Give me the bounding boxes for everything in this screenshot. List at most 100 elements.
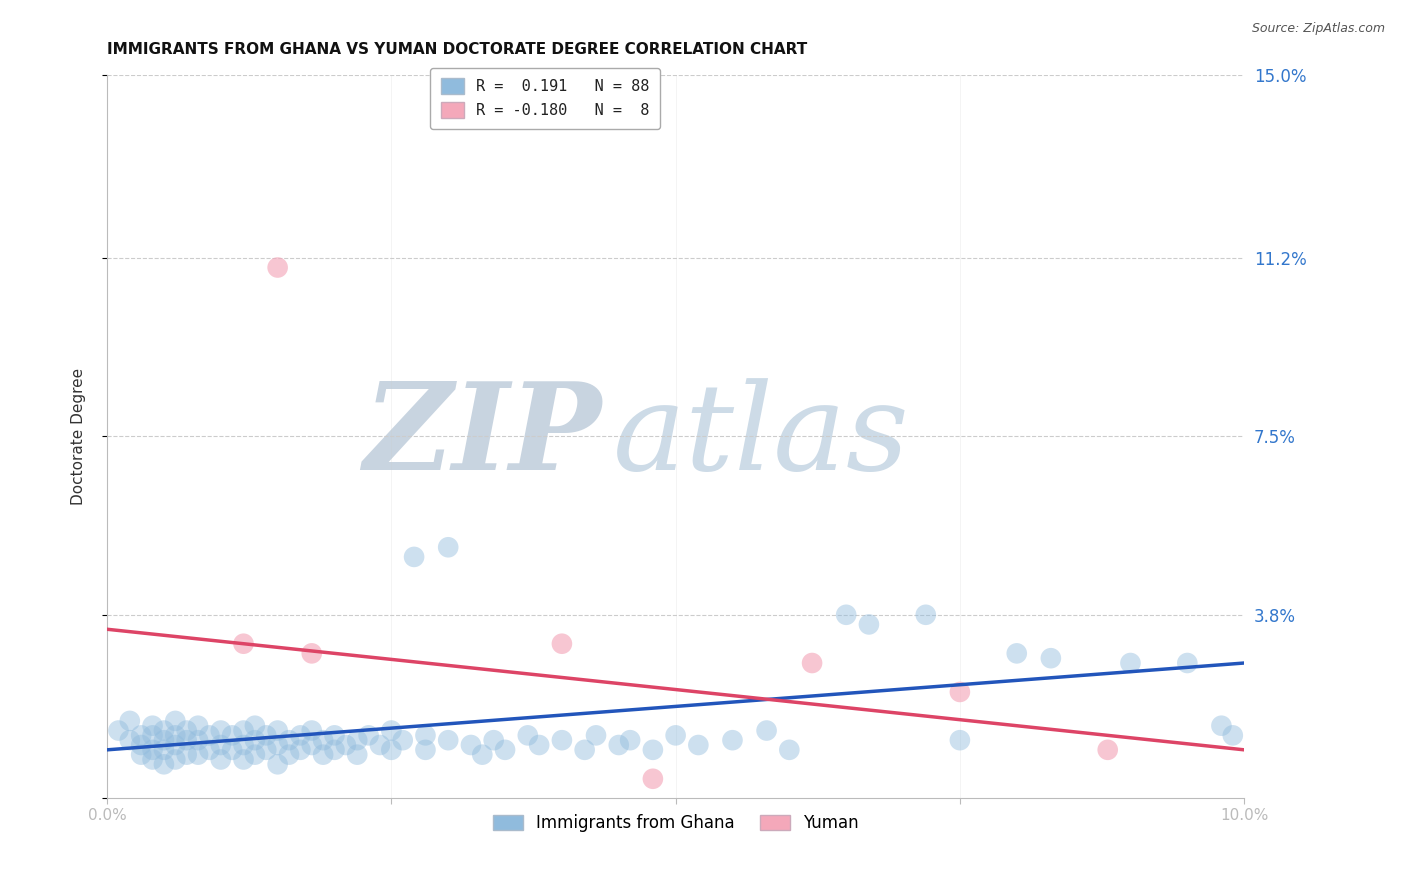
- Point: [266, 738, 288, 752]
- Point: [266, 260, 288, 275]
- Point: [607, 738, 630, 752]
- Point: [949, 733, 972, 747]
- Point: [323, 728, 346, 742]
- Point: [129, 728, 152, 742]
- Point: [1222, 728, 1244, 742]
- Point: [187, 747, 209, 762]
- Point: [209, 738, 232, 752]
- Point: [142, 743, 165, 757]
- Point: [209, 723, 232, 738]
- Point: [187, 719, 209, 733]
- Point: [232, 738, 254, 752]
- Point: [721, 733, 744, 747]
- Point: [243, 733, 266, 747]
- Point: [688, 738, 710, 752]
- Point: [494, 743, 516, 757]
- Point: [290, 728, 312, 742]
- Point: [801, 656, 824, 670]
- Text: IMMIGRANTS FROM GHANA VS YUMAN DOCTORATE DEGREE CORRELATION CHART: IMMIGRANTS FROM GHANA VS YUMAN DOCTORATE…: [107, 42, 807, 57]
- Point: [176, 723, 198, 738]
- Point: [471, 747, 494, 762]
- Point: [301, 723, 323, 738]
- Point: [142, 752, 165, 766]
- Point: [198, 743, 221, 757]
- Point: [232, 637, 254, 651]
- Point: [232, 723, 254, 738]
- Point: [165, 728, 187, 742]
- Point: [415, 743, 437, 757]
- Point: [1119, 656, 1142, 670]
- Point: [129, 738, 152, 752]
- Point: [1039, 651, 1062, 665]
- Point: [641, 743, 664, 757]
- Point: [665, 728, 688, 742]
- Point: [551, 637, 574, 651]
- Point: [1211, 719, 1233, 733]
- Point: [118, 733, 141, 747]
- Point: [266, 723, 288, 738]
- Point: [187, 733, 209, 747]
- Point: [142, 719, 165, 733]
- Point: [243, 747, 266, 762]
- Point: [1097, 743, 1119, 757]
- Point: [858, 617, 880, 632]
- Point: [278, 747, 301, 762]
- Point: [1005, 646, 1028, 660]
- Point: [335, 738, 357, 752]
- Point: [460, 738, 482, 752]
- Point: [368, 738, 391, 752]
- Point: [232, 752, 254, 766]
- Point: [755, 723, 778, 738]
- Point: [153, 733, 176, 747]
- Point: [574, 743, 596, 757]
- Point: [118, 714, 141, 728]
- Point: [243, 719, 266, 733]
- Point: [380, 743, 402, 757]
- Point: [778, 743, 800, 757]
- Point: [278, 733, 301, 747]
- Y-axis label: Doctorate Degree: Doctorate Degree: [72, 368, 86, 505]
- Point: [619, 733, 641, 747]
- Point: [254, 743, 277, 757]
- Point: [415, 728, 437, 742]
- Point: [516, 728, 538, 742]
- Point: [142, 728, 165, 742]
- Point: [1175, 656, 1198, 670]
- Text: atlas: atlas: [613, 377, 910, 495]
- Point: [301, 646, 323, 660]
- Point: [437, 733, 460, 747]
- Point: [551, 733, 574, 747]
- Point: [209, 752, 232, 766]
- Point: [585, 728, 607, 742]
- Point: [323, 743, 346, 757]
- Point: [221, 728, 243, 742]
- Point: [165, 738, 187, 752]
- Point: [290, 743, 312, 757]
- Point: [437, 541, 460, 555]
- Point: [404, 549, 426, 564]
- Point: [221, 743, 243, 757]
- Point: [357, 728, 380, 742]
- Point: [312, 733, 335, 747]
- Point: [346, 747, 368, 762]
- Point: [391, 733, 413, 747]
- Point: [107, 723, 129, 738]
- Point: [165, 714, 187, 728]
- Point: [914, 607, 936, 622]
- Point: [198, 728, 221, 742]
- Text: Source: ZipAtlas.com: Source: ZipAtlas.com: [1251, 22, 1385, 36]
- Point: [527, 738, 550, 752]
- Text: ZIP: ZIP: [364, 377, 602, 496]
- Point: [312, 747, 335, 762]
- Point: [835, 607, 858, 622]
- Point: [380, 723, 402, 738]
- Point: [129, 747, 152, 762]
- Point: [153, 723, 176, 738]
- Point: [153, 743, 176, 757]
- Point: [176, 747, 198, 762]
- Point: [254, 728, 277, 742]
- Point: [153, 757, 176, 772]
- Point: [301, 738, 323, 752]
- Point: [346, 733, 368, 747]
- Point: [165, 752, 187, 766]
